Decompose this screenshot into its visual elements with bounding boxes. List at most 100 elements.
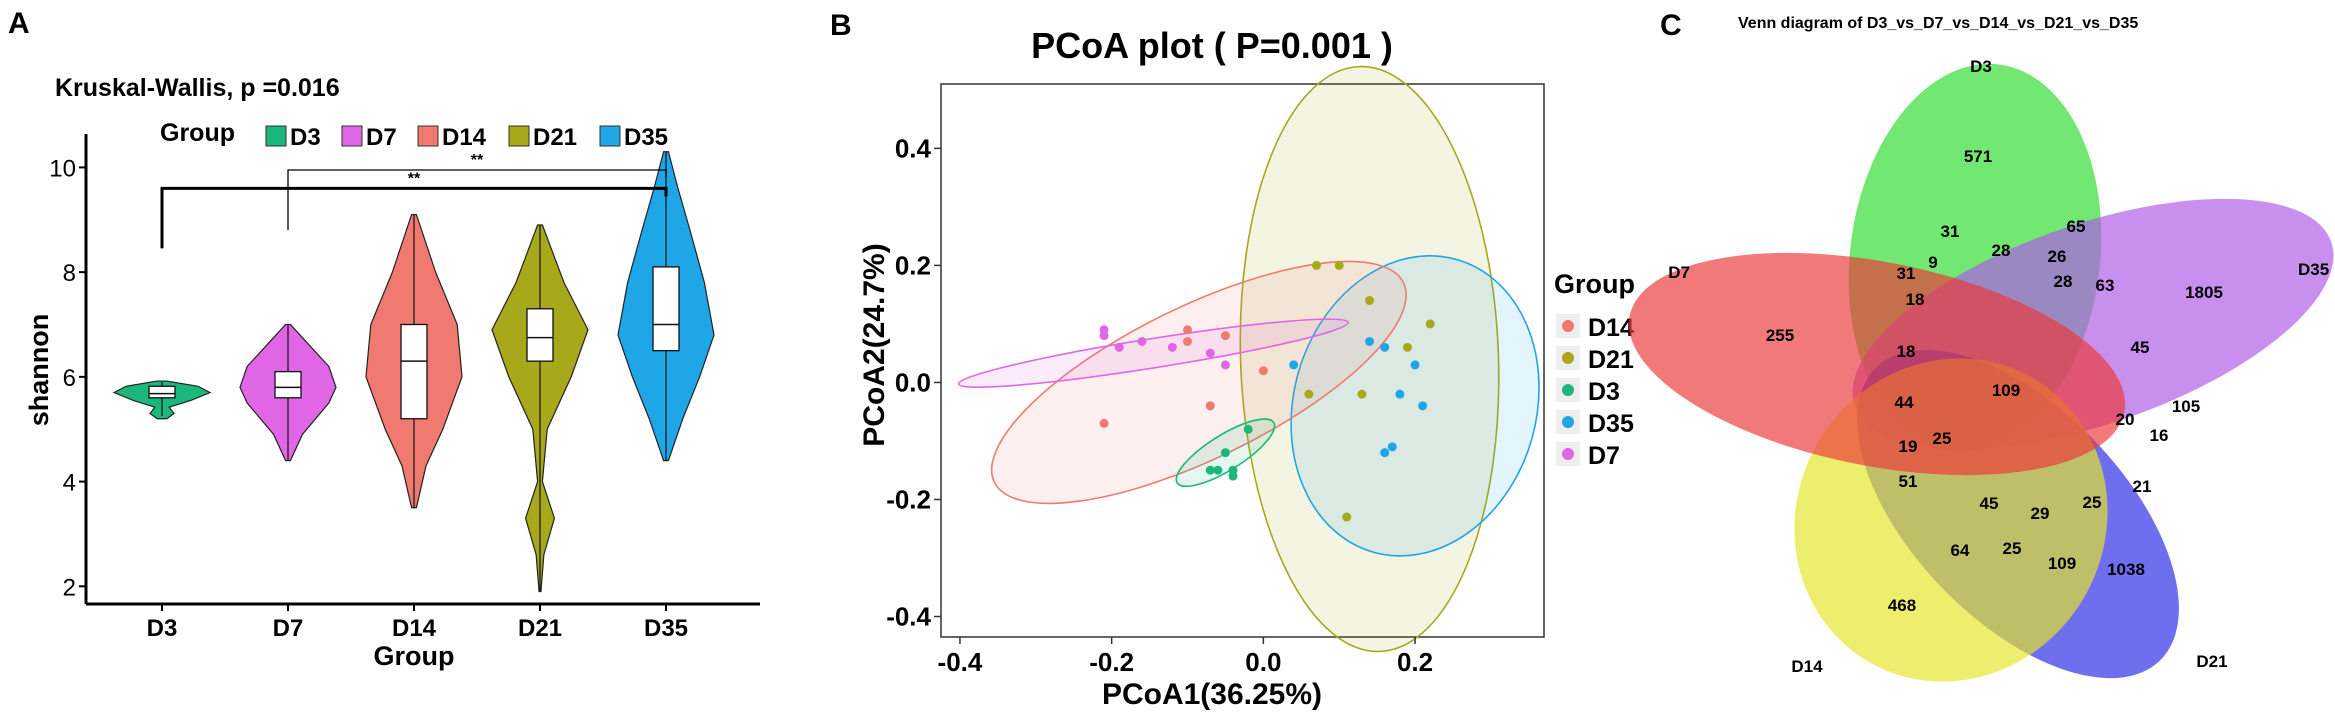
point-D14 xyxy=(1183,336,1193,346)
panel-b-legend-items: D14 D21 D3 D35 D7 xyxy=(1556,314,1634,470)
significance-label: ** xyxy=(408,170,421,187)
venn-region-value: 1038 xyxy=(2107,560,2145,579)
panel-a-ytick-label: 8 xyxy=(63,260,76,287)
panel-b-label: B xyxy=(830,9,852,42)
panel-a-label: A xyxy=(8,7,30,40)
point-D35 xyxy=(1380,342,1390,352)
panel-b-ytick-label: 0.2 xyxy=(895,250,931,280)
legend-key-D21 xyxy=(508,125,530,147)
panel-b-axis-ticks: -0.4 -0.2 0.0 0.2 -0.4 -0.2 0.0 0.2 0.4 xyxy=(886,133,1433,677)
point-D3 xyxy=(1243,424,1253,434)
venn-region-value: 45 xyxy=(1980,494,1999,513)
panel-a-xtick-D21: D21 xyxy=(518,615,562,642)
panel-b-ytick-label: -0.4 xyxy=(886,602,931,632)
panel-a-ytick-label: 6 xyxy=(63,365,76,392)
legend-key-D7 xyxy=(341,125,363,147)
box-D7 xyxy=(274,370,302,399)
panel-c-label: C xyxy=(1660,9,1682,42)
point-D7 xyxy=(1205,348,1215,358)
panel-a-axis-ticks: 2 4 6 8 10 D3 D7 D14 D21 D35 xyxy=(49,155,688,642)
venn-region-value: 25 xyxy=(1933,429,1952,448)
legend-label-D14: D14 xyxy=(442,124,487,151)
legend-key-D14 xyxy=(417,125,439,147)
venn-set-D7 xyxy=(1628,252,2126,476)
venn-region-value: 31 xyxy=(1897,264,1916,283)
point-D21 xyxy=(1402,342,1412,352)
venn-region-value: 105 xyxy=(2172,397,2200,416)
venn-region-value: 29 xyxy=(2031,504,2050,523)
point-D35 xyxy=(1380,448,1390,458)
point-D21 xyxy=(1357,389,1367,399)
point-D7 xyxy=(1167,342,1177,352)
panel-a-xtick-D14: D14 xyxy=(392,615,437,642)
panel-a-xtick-D7: D7 xyxy=(273,615,304,642)
venn-region-value: 255 xyxy=(1766,326,1794,345)
venn-region-value: 65 xyxy=(2067,217,2086,236)
point-D3 xyxy=(1205,465,1215,475)
legend-label-D21: D21 xyxy=(533,124,577,151)
legend-key-D3 xyxy=(1562,384,1574,396)
venn-set-label-D14: D14 xyxy=(1791,657,1823,676)
venn-region-value: 51 xyxy=(1899,472,1918,491)
panel-a-legend-title: Group xyxy=(160,119,235,147)
venn-region-value: 21 xyxy=(2133,477,2152,496)
panel-b-legend-title: Group xyxy=(1554,269,1635,299)
panel-a-legend: Group D3 D7 D14 D21 D35 xyxy=(160,119,668,151)
venn-region-value: 16 xyxy=(2150,426,2169,445)
point-D14 xyxy=(1183,325,1193,335)
venn-region-value: 109 xyxy=(2048,554,2076,573)
ellipse-D7 xyxy=(957,318,1349,389)
point-D7 xyxy=(1114,342,1124,352)
legend-label-D35: D35 xyxy=(1588,410,1634,438)
venn-region-value: 26 xyxy=(2048,247,2067,266)
point-D7 xyxy=(1099,331,1109,341)
ellipse-D21 xyxy=(1239,65,1500,653)
point-D21 xyxy=(1425,319,1435,329)
point-D35 xyxy=(1410,360,1420,370)
panel-b-xtick-label: 0.2 xyxy=(1397,647,1433,677)
panel-a-legend-items: D3 D7 D14 D21 D35 xyxy=(265,124,668,151)
legend-label-D21: D21 xyxy=(1588,346,1634,374)
panel-a-ytick-label: 4 xyxy=(63,470,76,497)
significance-bracket xyxy=(287,169,667,231)
venn-region-value: 109 xyxy=(1992,381,2020,400)
venn-set-label-D7: D7 xyxy=(1668,263,1690,282)
legend-label-D14: D14 xyxy=(1588,314,1634,342)
venn-region-value: 28 xyxy=(2054,272,2073,291)
panel-a-xtick-D3: D3 xyxy=(147,615,178,642)
point-D3 xyxy=(1220,448,1230,458)
venn-region-value: 1805 xyxy=(2185,283,2223,302)
panel-b-ytick-label: -0.2 xyxy=(886,484,931,514)
point-D21 xyxy=(1365,296,1375,306)
legend-key-D35 xyxy=(599,125,621,147)
panel-c-venn-ellipses xyxy=(1628,63,2334,682)
legend-key-D7 xyxy=(1562,448,1574,460)
legend-key-D21 xyxy=(1562,352,1574,364)
panel-b-plot-area xyxy=(957,65,1540,653)
venn-region-value: 28 xyxy=(1992,241,2011,260)
legend-label-D7: D7 xyxy=(366,124,397,151)
panel-a-title: Kruskal-Wallis, p =0.016 xyxy=(55,74,340,102)
venn-region-value: 44 xyxy=(1895,393,1914,412)
panel-a-xtick-D35: D35 xyxy=(644,615,688,642)
box-D14 xyxy=(400,323,428,420)
venn-region-value: 45 xyxy=(2131,338,2150,357)
point-D35 xyxy=(1289,360,1299,370)
point-D14 xyxy=(1099,418,1109,428)
panel-b-ytick-label: 0.0 xyxy=(895,367,931,397)
box-D21 xyxy=(526,308,554,362)
venn-region-value: 31 xyxy=(1941,222,1960,241)
panel-b-xtick-label: -0.2 xyxy=(1089,647,1134,677)
venn-region-value: 18 xyxy=(1906,290,1925,309)
panel-b-pcoa-chart: B PCoA plot ( P=0.001 ) -0.4 -0.2 0.0 0.2-0… xyxy=(830,9,1635,711)
venn-region-value: 25 xyxy=(2003,539,2022,558)
panel-b-y-label: PCoA2(24.7%) xyxy=(858,243,891,446)
point-D14 xyxy=(1220,331,1230,341)
venn-region-value: 9 xyxy=(1928,253,1937,272)
venn-region-value: 63 xyxy=(2096,276,2115,295)
point-D14 xyxy=(1205,401,1215,411)
point-D21 xyxy=(1304,389,1314,399)
significance-label: ** xyxy=(471,152,484,169)
point-D3 xyxy=(1228,471,1238,481)
